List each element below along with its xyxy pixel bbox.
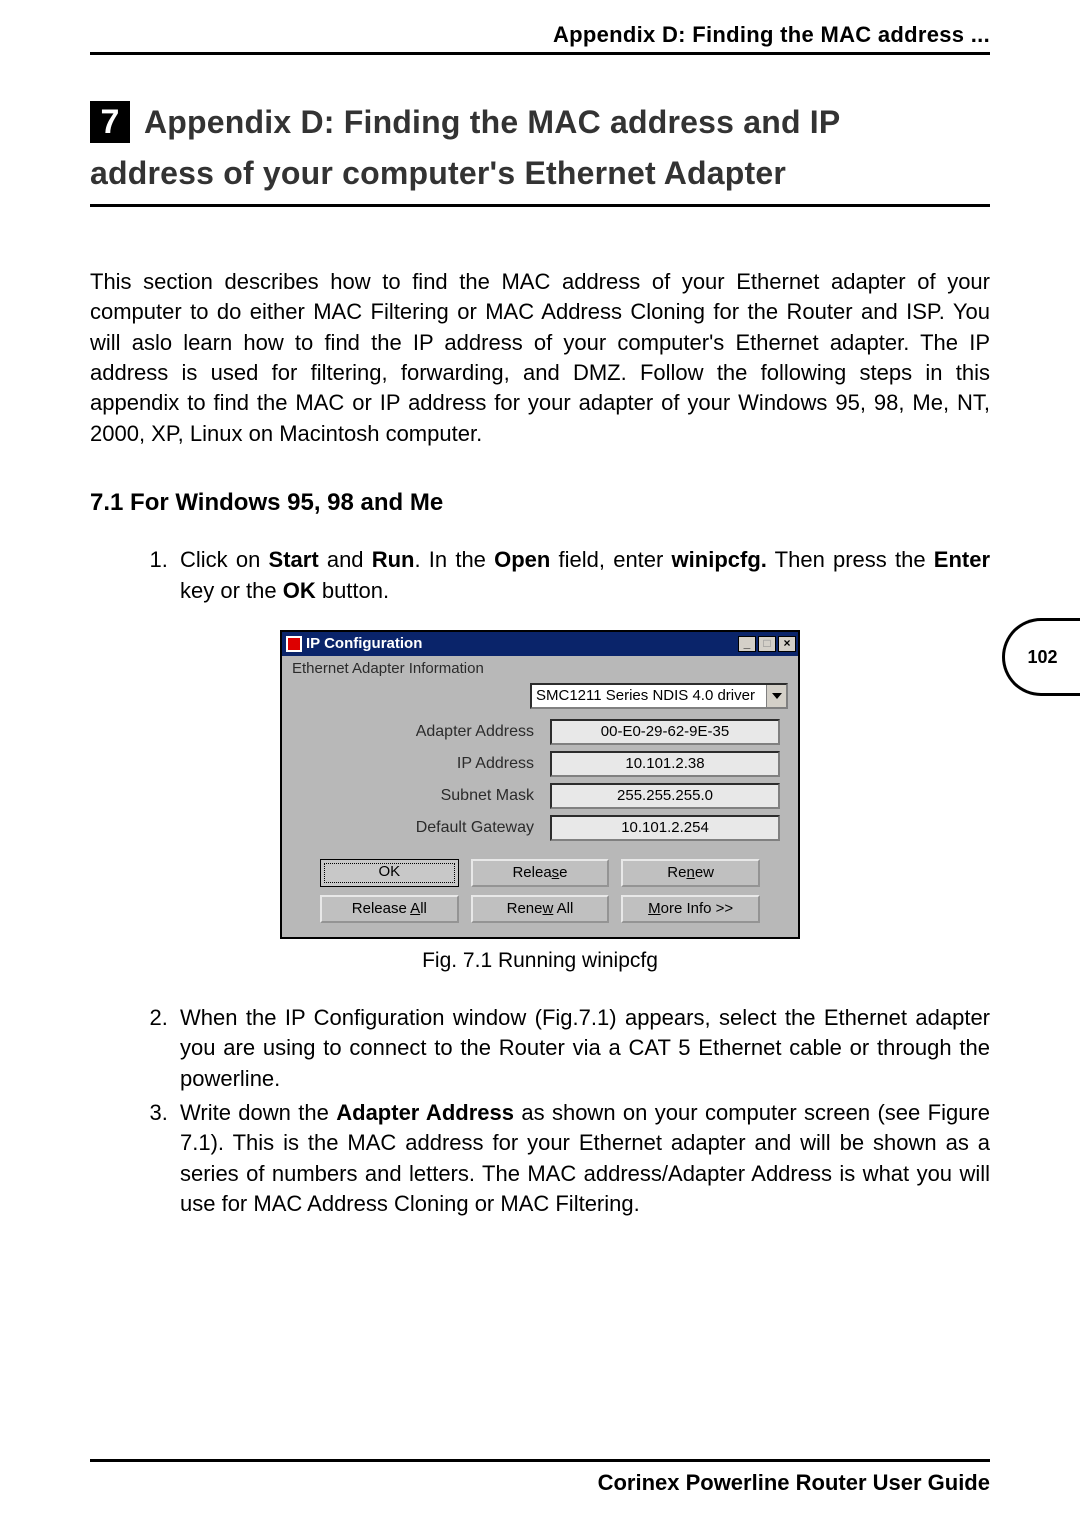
- running-header-text: Appendix D: Finding the MAC address ...: [553, 22, 990, 47]
- chapter-title-line1: Appendix D: Finding the MAC address and …: [144, 104, 840, 141]
- figure-7-1: IP Configuration _ □ × Ethernet Adapter …: [90, 630, 990, 939]
- intro-paragraph: This section describes how to find the M…: [90, 267, 990, 449]
- group-label: Ethernet Adapter Information: [292, 660, 788, 677]
- default-gateway-value: 10.101.2.254: [550, 815, 780, 841]
- ip-address-value: 10.101.2.38: [550, 751, 780, 777]
- app-icon: [286, 636, 302, 652]
- running-header: Appendix D: Finding the MAC address ...: [90, 22, 990, 55]
- renew-all-button[interactable]: Renew All: [471, 895, 610, 923]
- adapter-select-value: SMC1211 Series NDIS 4.0 driver: [532, 687, 766, 704]
- ok-button[interactable]: OK: [320, 859, 459, 887]
- window-titlebar: IP Configuration _ □ ×: [282, 632, 798, 656]
- default-gateway-label: Default Gateway: [332, 819, 550, 837]
- chapter-title-line2: address of your computer's Ethernet Adap…: [90, 155, 990, 192]
- subnet-mask-value: 255.255.255.0: [550, 783, 780, 809]
- section-heading-7-1: 7.1 For Windows 95, 98 and Me: [90, 489, 990, 517]
- footer-text: Corinex Powerline Router User Guide: [598, 1470, 990, 1495]
- chapter-number-box: 7: [90, 101, 130, 143]
- footer: Corinex Powerline Router User Guide: [90, 1459, 990, 1496]
- ip-address-label: IP Address: [332, 755, 550, 773]
- ip-configuration-window: IP Configuration _ □ × Ethernet Adapter …: [280, 630, 800, 939]
- close-button[interactable]: ×: [778, 636, 796, 652]
- step-2: When the IP Configuration window (Fig.7.…: [174, 1003, 990, 1094]
- release-button[interactable]: Release: [471, 859, 610, 887]
- page-number-badge: 102: [1002, 618, 1080, 696]
- subnet-mask-label: Subnet Mask: [332, 787, 550, 805]
- steps-list: Click on Start and Run. In the Open fiel…: [90, 545, 990, 606]
- minimize-button[interactable]: _: [738, 636, 756, 652]
- maximize-button[interactable]: □: [758, 636, 776, 652]
- page-number: 102: [1027, 647, 1057, 668]
- steps-list-cont: When the IP Configuration window (Fig.7.…: [90, 1003, 990, 1220]
- renew-button[interactable]: Renew: [621, 859, 760, 887]
- adapter-address-value: 00-E0-29-62-9E-35: [550, 719, 780, 745]
- step-1: Click on Start and Run. In the Open fiel…: [174, 545, 990, 606]
- step-3: Write down the Adapter Address as shown …: [174, 1098, 990, 1219]
- adapter-address-label: Adapter Address: [332, 723, 550, 741]
- chapter-title-block: 7 Appendix D: Finding the MAC address an…: [90, 101, 990, 207]
- chevron-down-icon[interactable]: [766, 685, 786, 707]
- release-all-button[interactable]: Release All: [320, 895, 459, 923]
- window-title: IP Configuration: [306, 635, 738, 652]
- adapter-select[interactable]: SMC1211 Series NDIS 4.0 driver: [530, 683, 788, 709]
- more-info-button[interactable]: More Info >>: [621, 895, 760, 923]
- figure-caption: Fig. 7.1 Running winipcfg: [90, 949, 990, 973]
